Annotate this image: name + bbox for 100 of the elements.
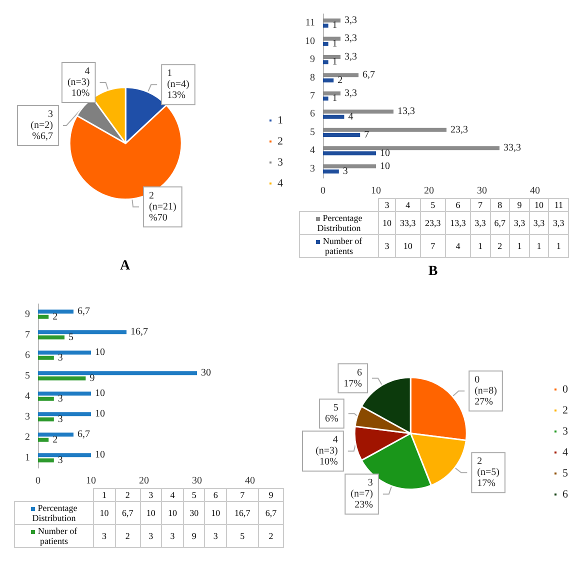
y-tick-label: 11 [305,18,315,29]
text: 6,7 [494,218,506,228]
y-tick-label: 5 [25,370,30,382]
legend-label: 2 [562,404,568,416]
category-label: 6 [213,490,218,500]
data-label: 13,3 [397,106,415,118]
slice-label: 3 [368,478,373,489]
slice-label: 4 [84,66,90,78]
category-label: 11 [554,200,563,210]
legend-label: 5 [562,468,568,480]
text: 3,3 [533,218,545,228]
slice-label: 2 [477,456,482,468]
category-label: 1 [556,241,561,251]
x-tick-label: 40 [530,186,540,196]
text: 3,3 [514,218,526,228]
legend-label: Percentage Distribution [14,502,94,524]
slice-label: 2 [149,190,154,202]
data-label: 10 [380,148,390,159]
data-label: 3 [58,393,63,404]
text: 6,7 [122,508,134,518]
text: 13,3 [450,218,466,228]
y-tick-label: 4 [25,390,30,402]
category-label: 10 [100,508,109,518]
category-label: 4 [456,241,460,251]
data-label: 10 [95,408,105,420]
data-label: 3,3 [344,88,357,99]
text: B [427,264,439,280]
category-label: 1 [478,241,483,251]
x-tick-label: 20 [424,186,434,196]
y-tick-label: 2 [25,432,30,443]
x-tick-label: 0 [36,476,40,486]
text: 33,3 [400,218,416,228]
category-label: 7 [430,241,436,251]
data-label: (n=2) %6,7 [30,120,53,142]
data-label: 10 [95,388,105,400]
legend-label: 4 [278,178,284,190]
category-label: 4 [406,200,410,210]
category-label: 10 [403,241,412,251]
category-label: 3 [148,531,154,541]
y-tick-label: 6 [25,350,30,361]
x-tick-label: 30 [477,186,487,196]
category-label: 2 [125,531,130,541]
legend-label: 6 [562,488,568,500]
data-label: (n=5) 17% [477,467,500,490]
x-tick-label: 40 [245,476,255,486]
data-label: 33,3 [503,142,521,154]
category-label: 10 [146,508,156,518]
category-label: 10 [168,508,177,518]
category-label: 5 [240,531,245,541]
data-label: (n=4) 13% [167,79,190,102]
legend-label: Number of patients [300,234,378,258]
category-label: 2 [268,531,274,541]
slice-label: 5 [333,402,338,414]
category-label: 9 [517,200,522,210]
category-label: 10 [382,218,392,228]
data-label: 1 [332,38,338,50]
data-label: 5 [68,332,74,343]
y-tick-label: 9 [310,54,315,66]
category-label: 3 [148,490,154,500]
slice-label: 3 [48,109,53,120]
data-label: 3 [58,454,63,466]
category-label: 2 [498,241,502,251]
category-label: 3 [213,531,218,541]
legend-label: 4 [562,446,568,458]
text: 6,7 [265,508,277,518]
category-label: 3 [170,531,175,541]
data-label: 3 [58,352,63,364]
data-label: 6,7 [78,429,90,440]
data-label: 3,3 [344,33,357,44]
data-label: (n=8) 27% [474,386,497,408]
data-label: 3 [58,414,63,425]
category-label: 6 [456,200,460,210]
x-tick-label: 10 [86,476,96,486]
x-tick-label: 10 [371,186,381,196]
data-label: 17% [344,378,362,390]
data-label: 3,3 [344,51,357,62]
text: 16,7 [234,508,250,518]
legend-label: 1 [278,114,283,126]
data-label: 10 [380,160,390,172]
data-label: 1 [332,20,338,32]
x-tick-label: 0 [320,186,326,196]
data-label: 4 [348,111,354,122]
category-label: 9 [268,490,274,500]
data-label: 10 [95,450,105,461]
legend-label: Percentage Distribution [300,212,378,234]
data-label: 6% [325,414,338,425]
category-label: 5 [430,200,436,210]
data-label: 1 [332,56,338,68]
legend-label: 3 [278,156,284,168]
text: 3,3 [553,218,564,228]
data-label: 1 [332,93,338,104]
y-tick-label: 6 [310,108,315,120]
text: 30 [190,508,199,518]
category-label: 2 [125,490,130,500]
category-label: 7 [240,490,245,500]
x-tick-label: 30 [192,476,202,486]
category-label: 5 [192,490,196,500]
slice-label: 6 [357,367,362,378]
legend-label: Number of patients [14,524,94,548]
y-tick-label: 3 [310,163,315,174]
